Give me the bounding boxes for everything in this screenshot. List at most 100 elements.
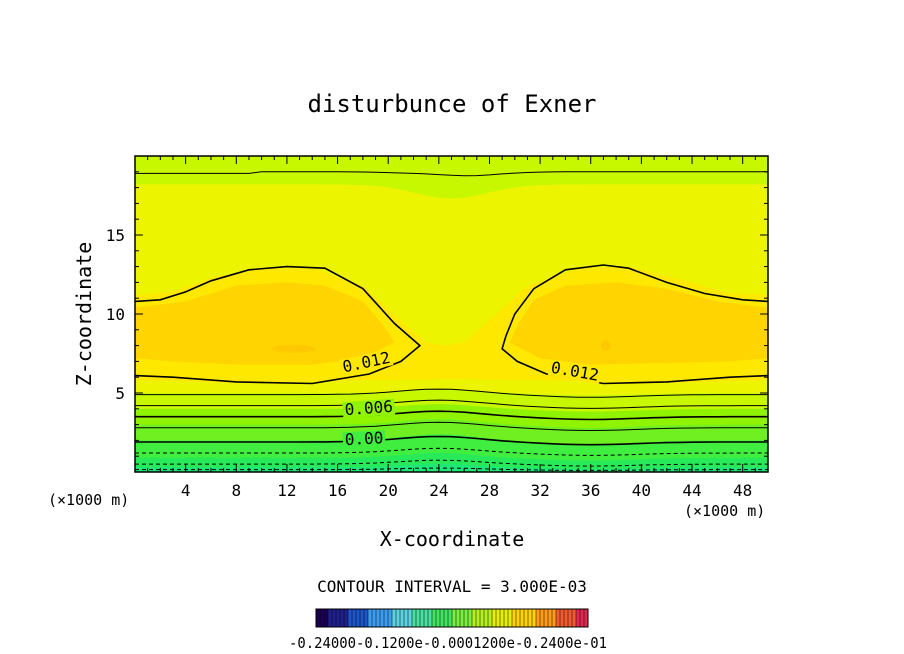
contour-neg-1 — [135, 447, 768, 456]
field-peak-left — [271, 344, 316, 353]
y-axis-label: Z-coordinate — [72, 242, 96, 387]
contour-label-3: 0.00 — [342, 428, 386, 449]
colorbar-cell — [344, 609, 349, 627]
colorbar-cell — [388, 609, 393, 627]
contour-label-bg — [339, 349, 394, 376]
colorbar-cell — [348, 609, 353, 627]
colorbar-cell — [500, 609, 505, 627]
x-tick-label: 20 — [379, 481, 398, 500]
colorbar-cell — [484, 609, 489, 627]
colorbar-cell — [444, 609, 449, 627]
field-layer — [135, 156, 768, 472]
colorbar-cell — [460, 609, 465, 627]
colorbar-cell — [488, 609, 493, 627]
contour-label-2: 0.006 — [342, 397, 396, 419]
colorbar-cell — [376, 609, 381, 627]
colorbar-cell — [336, 609, 341, 627]
colorbar-cell — [520, 609, 525, 627]
colorbar-cell — [528, 609, 533, 627]
contour-label-bg — [342, 398, 396, 419]
colorbar-cell — [448, 609, 453, 627]
colorbar-cell — [440, 609, 445, 627]
colorbar-cell — [416, 609, 421, 627]
colorbar-cell — [496, 609, 501, 627]
contour-lines — [135, 171, 768, 471]
contour-label-bg — [547, 359, 602, 385]
colorbar-cell — [332, 609, 337, 627]
contour-lower-1 — [135, 388, 768, 398]
x-tick-label: 16 — [328, 481, 347, 500]
x-tick-label: 44 — [682, 481, 701, 500]
colorbar-cell — [352, 609, 357, 627]
y-tick-label: 10 — [106, 305, 125, 324]
colorbar-cell — [432, 609, 437, 627]
colorbar-cell — [476, 609, 481, 627]
contour-label-text: 0.00 — [344, 428, 383, 449]
colorbar-cell — [360, 609, 365, 627]
colorbar-cell — [508, 609, 513, 627]
colorbar — [315, 608, 589, 628]
colorbar-cell — [472, 609, 477, 627]
contour-lower-4 — [135, 421, 768, 432]
x-tick-label: 4 — [181, 481, 191, 500]
colorbar-cell — [540, 609, 545, 627]
colorbar-cell — [464, 609, 469, 627]
contour-top — [135, 171, 768, 177]
y-tick-label: 15 — [106, 226, 125, 245]
colorbar-cell — [468, 609, 473, 627]
field-peak-right — [600, 340, 611, 351]
contour-lower-2 — [135, 399, 768, 409]
colorbar-cell — [572, 609, 577, 627]
contour-interval-text: CONTOUR INTERVAL = 3.000E-03 — [317, 577, 587, 596]
colorbar-cell — [524, 609, 529, 627]
colorbar-cell — [536, 609, 541, 627]
colorbar-cell — [532, 609, 537, 627]
contour-0006 — [135, 410, 768, 421]
colorbar-cell — [404, 609, 409, 627]
colorbar-labels: -0.24000-0.1200e-0.0001200e-0.2400e-01 — [289, 634, 607, 652]
x-axis-label: X-coordinate — [380, 527, 525, 551]
colorbar-cell — [504, 609, 509, 627]
colorbar-cell — [556, 609, 561, 627]
field-lobe-right — [509, 282, 768, 365]
x-axis-ticks: 4 8 12 16 20 24 28 32 36 40 44 48 — [147, 156, 756, 500]
colorbar-cell — [424, 609, 429, 627]
contour-000 — [135, 435, 768, 446]
colorbar-cell — [564, 609, 569, 627]
colorbar-frame — [315, 608, 589, 628]
x-unit-right: (×1000 m) — [684, 502, 765, 520]
contour-neg-2 — [135, 459, 768, 467]
x-tick-label: 12 — [277, 481, 296, 500]
contour-label-bg — [342, 430, 386, 449]
colorbar-cell — [436, 609, 441, 627]
x-tick-label: 28 — [480, 481, 499, 500]
x-tick-label: 8 — [231, 481, 241, 500]
colorbar-cell — [544, 609, 549, 627]
colorbar-cell — [392, 609, 397, 627]
colorbar-cell — [580, 609, 585, 627]
colorbar-cell — [552, 609, 557, 627]
colorbar-cell — [576, 609, 581, 627]
contour-label-text: 0.006 — [344, 397, 393, 419]
colorbar-cell — [324, 609, 329, 627]
colorbar-cell — [492, 609, 497, 627]
colorbar-cell — [456, 609, 461, 627]
colorbar-cell — [452, 609, 457, 627]
colorbar-cell — [368, 609, 373, 627]
colorbar-cell — [396, 609, 401, 627]
field-band-lower-5 — [135, 453, 768, 472]
x-tick-label: 40 — [632, 481, 651, 500]
colorbar-cell — [412, 609, 417, 627]
colorbar-cell — [372, 609, 377, 627]
y-axis-ticks: 5 10 15 — [106, 171, 768, 457]
colorbar-cell — [384, 609, 389, 627]
colorbar-cell — [548, 609, 553, 627]
colorbar-cell — [320, 609, 325, 627]
x-unit-left: (×1000 m) — [48, 491, 129, 509]
x-tick-label: 24 — [429, 481, 448, 500]
colorbar-cell — [560, 609, 565, 627]
colorbar-cell — [584, 609, 589, 627]
